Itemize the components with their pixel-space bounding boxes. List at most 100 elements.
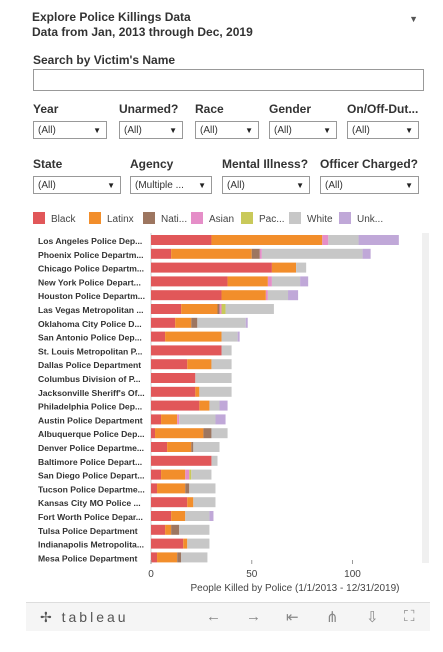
x-tick-label: 100 xyxy=(344,569,361,580)
bar-segment-black xyxy=(151,359,188,370)
filter-race-select[interactable]: (All) ▼ xyxy=(195,121,259,139)
legend-item-black[interactable]: Black xyxy=(33,212,75,225)
x-axis-label: People Killed by Police (1/1/2013 - 12/3… xyxy=(190,583,399,594)
bar-segment-latinx xyxy=(183,538,188,549)
category-label: San Antonio Police Dep... xyxy=(38,333,142,343)
bar-segment-black xyxy=(151,400,200,411)
legend-label: Nati... xyxy=(161,214,188,225)
bar-segment-black xyxy=(151,455,212,466)
filter-agency-label: Agency xyxy=(130,157,174,171)
tableau-logo-icon: ✢ xyxy=(40,609,55,625)
legend-label: White xyxy=(307,214,333,225)
victim-name-search-input[interactable] xyxy=(33,69,424,91)
legend-label: Pac... xyxy=(259,214,285,225)
bar-segment-unknown xyxy=(219,400,228,411)
revert-icon[interactable]: ⇤ xyxy=(286,609,299,626)
bar-segment-white xyxy=(179,524,210,535)
bar-segment-white xyxy=(211,455,218,466)
tableau-toolbar: ✢ tableau ← → ⇤ ⋔ ⇩ ⛶ xyxy=(26,602,430,631)
legend-item-native[interactable]: Nati... xyxy=(143,212,187,225)
bar-segment-native xyxy=(217,304,220,314)
legend-swatch xyxy=(241,212,253,224)
bar-segment-black xyxy=(151,524,166,535)
bar-segment-black xyxy=(151,552,158,563)
bar-segment-black xyxy=(151,497,188,508)
bar-segment-white xyxy=(185,511,210,521)
legend-swatch xyxy=(89,212,101,224)
chevron-down-icon: ▼ xyxy=(169,126,177,135)
x-tick-label: 50 xyxy=(246,569,258,580)
filter-state-select[interactable]: (All) ▼ xyxy=(33,176,121,194)
download-icon[interactable]: ⇩ xyxy=(366,609,379,626)
category-label: Phoenix Police Departm... xyxy=(38,250,144,260)
title-line-1: Explore Police Killings Data xyxy=(32,10,191,24)
bar-segment-native xyxy=(171,524,180,535)
legend-item-pacific[interactable]: Pac... xyxy=(241,212,285,225)
legend-item-unknown[interactable]: Unk... xyxy=(339,212,383,225)
bar-segment-latinx xyxy=(167,442,192,452)
agency-bar-chart-svg: Los Angeles Police Dep... Phoenix Police … xyxy=(38,233,419,563)
dashboard-menu-caret-icon[interactable]: ▼ xyxy=(409,14,418,24)
bar-segment-white xyxy=(267,290,289,301)
bar-segment-native xyxy=(185,483,190,494)
bar-segment-native xyxy=(203,428,212,439)
bar-segment-pacific xyxy=(189,469,192,480)
share-icon[interactable]: ⋔ xyxy=(326,609,339,626)
legend-item-latinx[interactable]: Latinx xyxy=(89,212,134,225)
bar-segment-black xyxy=(151,248,172,259)
bar-segment-asian xyxy=(322,235,329,245)
filter-mental-illness-select[interactable]: (All) ▼ xyxy=(222,176,310,194)
dashboard-title: Explore Police Killings Data Data from J… xyxy=(32,10,253,40)
undo-icon[interactable]: ← xyxy=(206,608,221,625)
bar-segment-latinx xyxy=(155,428,204,439)
filter-agency-select[interactable]: (Multiple ... ▼ xyxy=(130,176,212,194)
filter-unarmed-select[interactable]: (All) ▼ xyxy=(119,121,183,139)
bar-segment-white xyxy=(221,331,238,342)
bar-segment-latinx xyxy=(171,248,252,259)
bar-segment-unknown xyxy=(288,290,299,301)
category-label: Oklahoma City Police D... xyxy=(38,319,142,329)
chart-scrollbar[interactable] xyxy=(422,233,429,563)
filter-race-value: (All) xyxy=(200,125,218,136)
category-label: Dallas Police Department xyxy=(38,360,141,370)
filter-mental-illness-label: Mental Illness? xyxy=(222,157,309,171)
bar-segment-white xyxy=(191,469,212,480)
filter-state-label: State xyxy=(33,157,63,171)
dashboard-frame: Explore Police Killings Data Data from J… xyxy=(24,0,434,636)
bar-segment-black xyxy=(151,469,162,480)
filter-officer-charged-label: Officer Charged? xyxy=(320,157,419,171)
fullscreen-icon[interactable]: ⛶ xyxy=(404,608,415,625)
bar-segment-asian xyxy=(185,469,190,480)
bar-segment-latinx xyxy=(165,331,222,342)
filter-gender-select[interactable]: (All) ▼ xyxy=(269,121,337,139)
filter-onoff-duty-select[interactable]: (All) ▼ xyxy=(347,121,419,139)
legend-item-white[interactable]: White xyxy=(289,212,333,225)
bar-segment-black xyxy=(151,511,172,521)
bar-segment-white xyxy=(197,317,246,328)
category-label: Albuquerque Police Dep... xyxy=(38,429,144,439)
redo-icon[interactable]: → xyxy=(246,608,261,625)
bar-segment-black xyxy=(151,276,228,287)
bar-segment-white xyxy=(193,442,220,452)
bar-segment-asian xyxy=(267,276,272,287)
category-label: San Diego Police Depart... xyxy=(38,471,145,481)
chevron-down-icon: ▼ xyxy=(405,181,413,190)
filter-officer-charged-select[interactable]: (All) ▼ xyxy=(320,176,419,194)
legend-item-asian[interactable]: Asian xyxy=(191,212,234,225)
bar-segment-white xyxy=(181,552,208,563)
category-label: Columbus Division of P... xyxy=(38,374,141,384)
bar-segment-asian xyxy=(177,414,180,425)
legend-label: Latinx xyxy=(107,214,134,225)
category-label: Indianapolis Metropolita... xyxy=(38,540,144,550)
category-label: Houston Police Departm... xyxy=(38,291,145,301)
bar-segment-pacific xyxy=(221,304,226,314)
category-label: New York Police Depart... xyxy=(38,277,141,287)
bar-segment-latinx xyxy=(271,262,297,273)
category-label: Kansas City MO Police ... xyxy=(38,498,141,508)
bar-segment-latinx xyxy=(181,304,218,314)
tableau-logo[interactable]: ✢ tableau xyxy=(40,609,129,626)
agency-bar-chart: Los Angeles Police Dep... Phoenix Police … xyxy=(33,233,428,563)
filter-year-select[interactable]: (All) ▼ xyxy=(33,121,107,139)
bar-segment-black xyxy=(151,414,162,425)
bar-segment-native xyxy=(177,552,182,563)
